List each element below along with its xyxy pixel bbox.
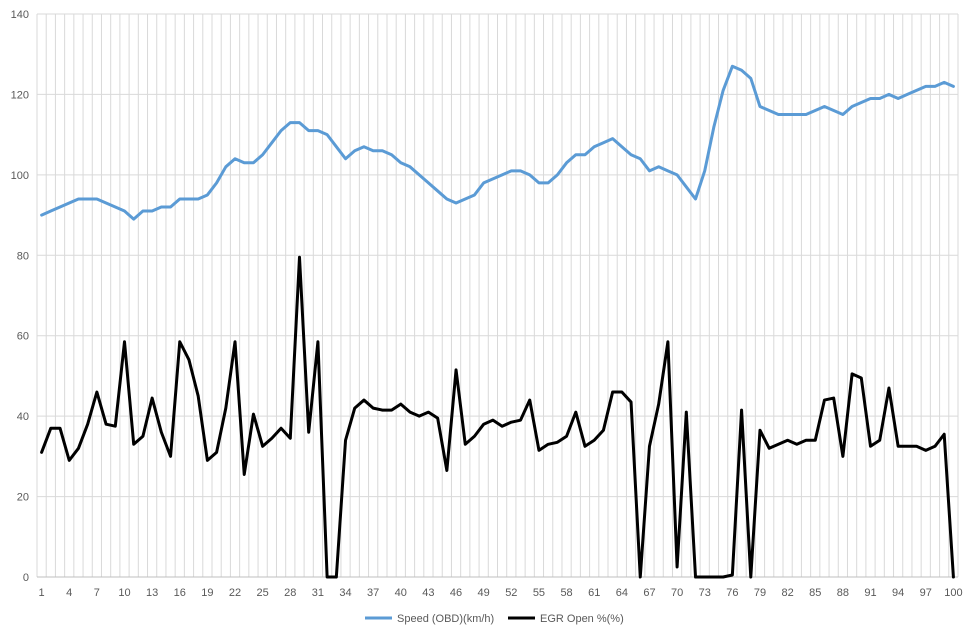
legend-label-speed: Speed (OBD)(km/h): [397, 613, 494, 625]
x-tick-label: 16: [174, 587, 186, 599]
x-tick-label: 49: [478, 587, 490, 599]
x-tick-label: 79: [754, 587, 766, 599]
x-tick-label: 67: [643, 587, 655, 599]
legend-label-egr: EGR Open %(%): [540, 613, 624, 625]
x-tick-label: 52: [505, 587, 517, 599]
x-tick-label: 34: [339, 587, 351, 599]
y-tick-label: 100: [11, 170, 29, 182]
x-tick-label: 7: [94, 587, 100, 599]
gridlines: [36, 13, 959, 578]
x-tick-label: 100: [944, 587, 962, 599]
y-tick-label: 80: [17, 250, 29, 262]
x-tick-label: 13: [146, 587, 158, 599]
x-tick-label: 25: [257, 587, 269, 599]
x-tick-label: 76: [726, 587, 738, 599]
series-line-speed: [40, 64, 955, 221]
legend: Speed (OBD)(km/h) EGR Open %(%): [365, 613, 624, 625]
y-tick-label: 40: [17, 411, 29, 423]
y-tick-label: 140: [11, 9, 29, 21]
x-tick-label: 94: [892, 587, 904, 599]
x-tick-label: 61: [588, 587, 600, 599]
x-tick-label: 73: [699, 587, 711, 599]
x-tick-label: 22: [229, 587, 241, 599]
y-tick-label: 20: [17, 492, 29, 504]
series-line-egr: [40, 255, 955, 579]
legend-entry-speed: Speed (OBD)(km/h): [365, 613, 494, 625]
x-tick-label: 55: [533, 587, 545, 599]
y-tick-label: 60: [17, 331, 29, 343]
x-tick-label: 97: [920, 587, 932, 599]
x-tick-label: 91: [864, 587, 876, 599]
x-tick-label: 1: [39, 587, 45, 599]
x-tick-label: 37: [367, 587, 379, 599]
axes: 0 20 40 60 80 100 120 140 1 4 7 10 13 16 19 22 25 28 31 34 3…: [11, 9, 963, 599]
x-tick-label: 4: [66, 587, 72, 599]
x-tick-label: 19: [201, 587, 213, 599]
y-tick-label: 120: [11, 89, 29, 101]
x-tick-label: 88: [837, 587, 849, 599]
x-tick-label: 64: [616, 587, 628, 599]
legend-entry-egr: EGR Open %(%): [508, 613, 624, 625]
y-tick-label: 0: [23, 572, 29, 584]
x-tick-label: 40: [395, 587, 407, 599]
x-tick-label: 46: [450, 587, 462, 599]
x-tick-label: 31: [312, 587, 324, 599]
x-tick-label: 10: [118, 587, 130, 599]
x-tick-label: 58: [560, 587, 572, 599]
x-tick-label: 85: [809, 587, 821, 599]
x-tick-label: 28: [284, 587, 296, 599]
x-tick-label: 43: [422, 587, 434, 599]
series-lines: [40, 64, 955, 579]
x-tick-label: 70: [671, 587, 683, 599]
x-tick-label: 82: [781, 587, 793, 599]
